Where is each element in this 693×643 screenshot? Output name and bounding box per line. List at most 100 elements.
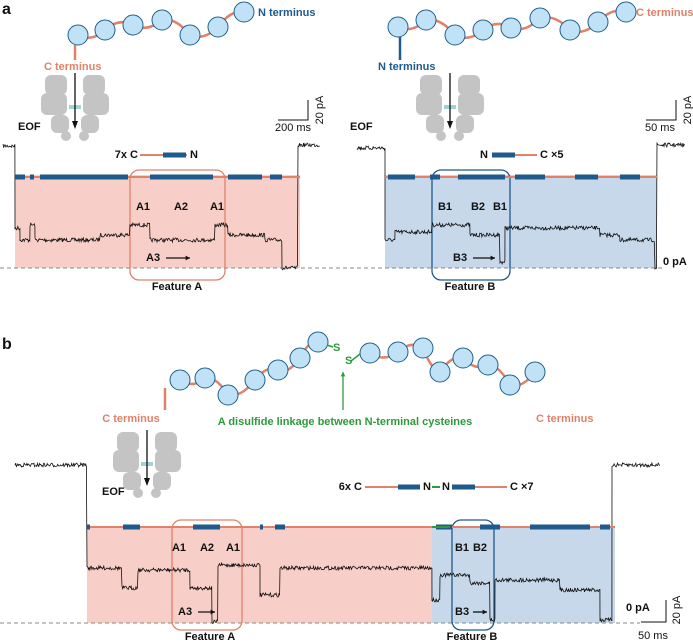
domain-block xyxy=(30,174,34,180)
domain-block xyxy=(163,152,186,158)
pore-part xyxy=(426,115,444,133)
pore-part xyxy=(51,115,69,133)
event-label: B1 xyxy=(438,201,452,213)
annotation: A disulfide linkage between N-terminal c… xyxy=(218,416,473,428)
event-label: B1 xyxy=(493,201,507,213)
arrow-head xyxy=(340,372,346,377)
domain-block xyxy=(275,524,285,530)
feature-a-box xyxy=(171,519,243,631)
baseline-label: 0 pA xyxy=(663,256,687,268)
domain-block xyxy=(530,524,590,530)
arrow-head xyxy=(490,255,495,261)
pore-part xyxy=(41,93,67,115)
arrow-head xyxy=(185,255,190,261)
pore-part xyxy=(155,432,177,452)
pore-part xyxy=(123,472,141,490)
construct-label: N xyxy=(190,149,198,161)
background-layer xyxy=(0,169,665,631)
arrow-head xyxy=(482,609,487,615)
residue xyxy=(529,7,551,29)
scale-label: 200 ms xyxy=(275,122,312,134)
eof-label: EOF xyxy=(350,121,373,133)
event-label: B2 xyxy=(471,201,485,213)
pore-part xyxy=(436,131,446,141)
disulfide-bond xyxy=(350,353,361,362)
residue xyxy=(233,1,255,23)
terminus-label: C terminus xyxy=(44,61,101,73)
domain-block xyxy=(260,524,263,530)
disulfide-atom: S xyxy=(345,355,352,367)
eof-label: EOF xyxy=(102,486,125,498)
arrow-head xyxy=(447,121,453,129)
residue xyxy=(615,1,637,23)
residue xyxy=(122,14,144,36)
pore-part xyxy=(79,131,89,141)
event-label: B3 xyxy=(455,606,469,618)
domain-block xyxy=(458,174,505,180)
panel-label: a xyxy=(2,1,11,18)
domain-block xyxy=(123,524,140,530)
terminus-label: C terminus xyxy=(102,413,159,425)
event-label: A1 xyxy=(226,542,240,554)
residue xyxy=(412,337,434,359)
pore-part xyxy=(454,131,464,141)
shade-n-side xyxy=(385,175,657,268)
domain-block xyxy=(270,174,282,180)
scale-label: 50 ms xyxy=(645,122,675,134)
event-label: A3 xyxy=(178,606,192,618)
residue xyxy=(169,369,191,391)
pore-part xyxy=(81,115,99,133)
pore-part xyxy=(151,488,161,498)
residue xyxy=(387,16,409,38)
feature-label: Feature B xyxy=(447,631,498,643)
event-label: A3 xyxy=(146,252,160,264)
domain-block xyxy=(430,174,440,180)
residue xyxy=(429,361,451,383)
baseline-label: 0 pA xyxy=(626,602,650,614)
scale-label: 20 pA xyxy=(682,95,693,124)
residue xyxy=(207,16,229,38)
pore-part xyxy=(456,115,474,133)
shade-c-side xyxy=(87,527,432,623)
disulfide-atom: S xyxy=(333,342,340,354)
panel-label: b xyxy=(2,336,12,353)
current-trace xyxy=(14,461,660,624)
residue xyxy=(524,361,546,383)
event-label: B1 xyxy=(455,542,469,554)
scale-label: 50 ms xyxy=(638,630,668,642)
construct-label: 7x C xyxy=(115,149,138,161)
arrow-head xyxy=(210,609,215,615)
event-label: A2 xyxy=(200,542,214,554)
residue xyxy=(244,369,266,391)
event-label: A1 xyxy=(172,542,186,554)
residue xyxy=(267,359,289,381)
domain-block xyxy=(15,174,25,180)
residue xyxy=(94,19,116,41)
residue xyxy=(179,24,201,46)
pore-part xyxy=(416,93,442,115)
scale-bar xyxy=(641,600,667,623)
drawing-layer xyxy=(2,1,685,624)
scale-bar xyxy=(278,100,309,121)
pore-part xyxy=(458,93,484,115)
terminus-label: C terminus xyxy=(536,413,593,425)
residue xyxy=(194,367,216,389)
arrow-head xyxy=(72,121,78,129)
residue xyxy=(559,19,581,41)
domain-block xyxy=(600,524,610,530)
feature-label: Feature A xyxy=(185,631,235,643)
residue xyxy=(587,11,609,33)
event-label: B3 xyxy=(453,252,467,264)
construct-label: N xyxy=(423,481,431,493)
current-trace xyxy=(356,141,685,270)
residue xyxy=(151,9,173,31)
residue xyxy=(67,24,89,46)
scale-bar xyxy=(646,100,677,121)
current-trace xyxy=(2,142,320,271)
domain-block xyxy=(228,174,262,180)
construct-label: N xyxy=(442,481,450,493)
shade-c-side xyxy=(15,175,300,268)
residue xyxy=(415,9,437,31)
